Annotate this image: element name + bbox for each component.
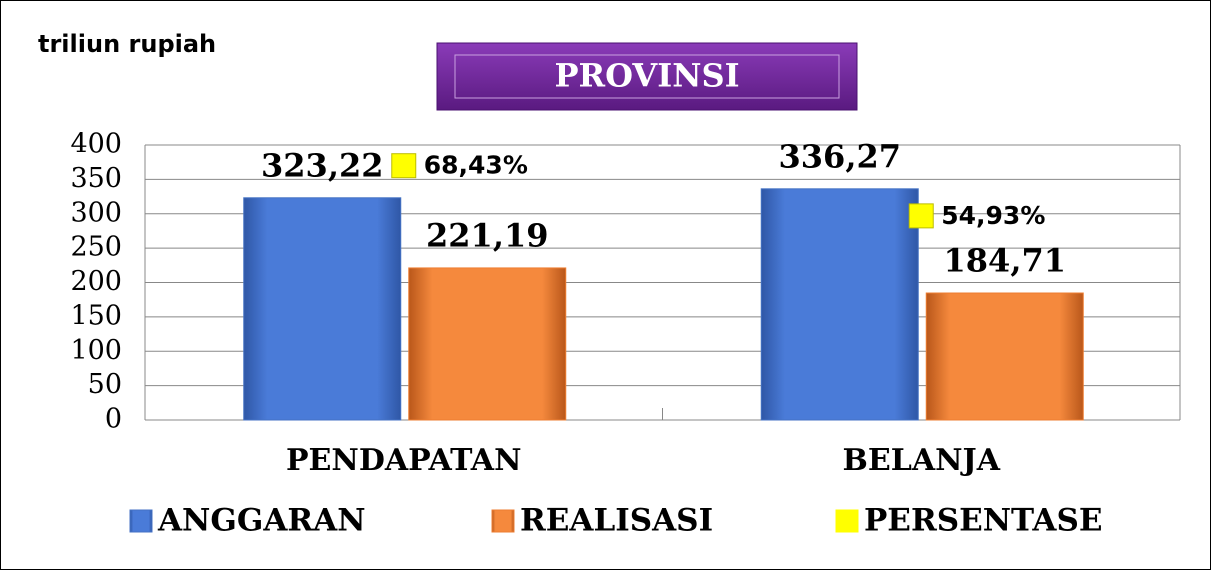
legend-label: ANGGARAN <box>157 503 366 539</box>
y-tick-label: 200 <box>70 266 122 297</box>
legend-swatch <box>129 509 153 533</box>
bar <box>925 292 1084 421</box>
value-label: 68,43% <box>424 151 528 180</box>
bar <box>243 197 402 421</box>
y-tick-label: 0 <box>105 404 122 435</box>
chart-title: PROVINSI <box>554 57 739 95</box>
y-tick-label: 150 <box>70 300 122 331</box>
value-label: 336,27 <box>779 137 901 175</box>
title-box <box>436 42 858 111</box>
value-label: 184,71 <box>944 242 1066 280</box>
legend-swatch <box>835 509 859 533</box>
legend-label: REALISASI <box>520 503 713 539</box>
value-label: 323,22 <box>261 146 383 184</box>
x-tick-label: PENDAPATAN <box>286 443 522 478</box>
value-label: 221,19 <box>426 216 548 254</box>
y-tick-label: 300 <box>70 197 122 228</box>
legend-label: PERSENTASE <box>864 503 1103 539</box>
marker <box>391 153 417 179</box>
bar <box>760 188 919 421</box>
marker <box>908 203 934 229</box>
y-tick-label: 100 <box>70 335 122 366</box>
y-tick-label: 350 <box>70 163 122 194</box>
title-inner <box>454 54 840 99</box>
x-tick-label: BELANJA <box>843 443 1001 478</box>
value-label: 54,93% <box>941 201 1045 230</box>
unit-label: triliun rupiah <box>38 30 216 58</box>
y-tick-label: 250 <box>70 232 122 263</box>
y-tick-label: 50 <box>88 369 122 400</box>
bar <box>408 267 567 421</box>
legend-swatch <box>491 509 515 533</box>
y-tick-label: 400 <box>70 129 122 160</box>
